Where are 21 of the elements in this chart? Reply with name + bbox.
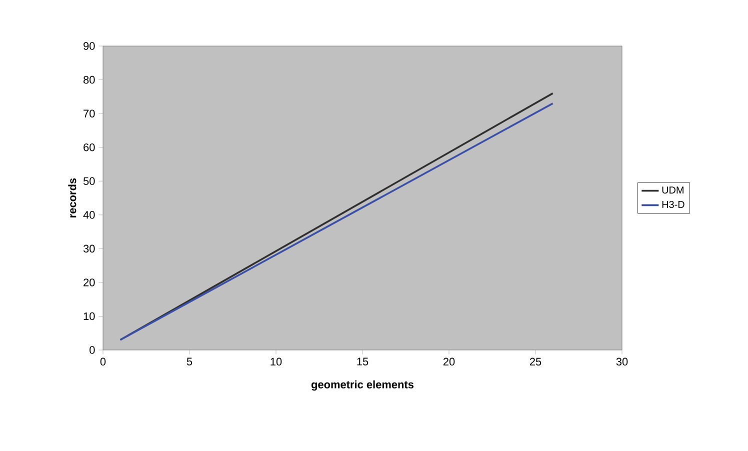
legend-label: H3-D (662, 200, 684, 208)
x-tick-label: 25 (530, 358, 542, 366)
x-tick-label: 15 (357, 358, 368, 366)
y-axis-title: records (68, 178, 76, 218)
y-tick-label: 10 (84, 312, 95, 320)
y-tick-label: 90 (84, 42, 95, 50)
y-tick-label: 30 (83, 244, 95, 253)
x-tick-label: 20 (443, 358, 455, 366)
legend-label: UDM (662, 186, 684, 194)
y-tick-label: 60 (84, 143, 95, 152)
y-tick-label: 40 (83, 211, 95, 219)
x-tick-label: 30 (616, 358, 628, 366)
y-tick-label: 80 (84, 76, 95, 84)
x-tick-label: 0 (100, 358, 106, 366)
x-tick-label: 10 (270, 358, 282, 366)
y-tick-label: 50 (83, 177, 95, 185)
x-axis-title: geometric elements (311, 380, 414, 391)
y-tick-label: 20 (84, 278, 95, 286)
y-tick-label: 0 (90, 346, 95, 354)
x-tick-label: 5 (186, 358, 192, 366)
y-tick-label: 70 (84, 110, 95, 118)
